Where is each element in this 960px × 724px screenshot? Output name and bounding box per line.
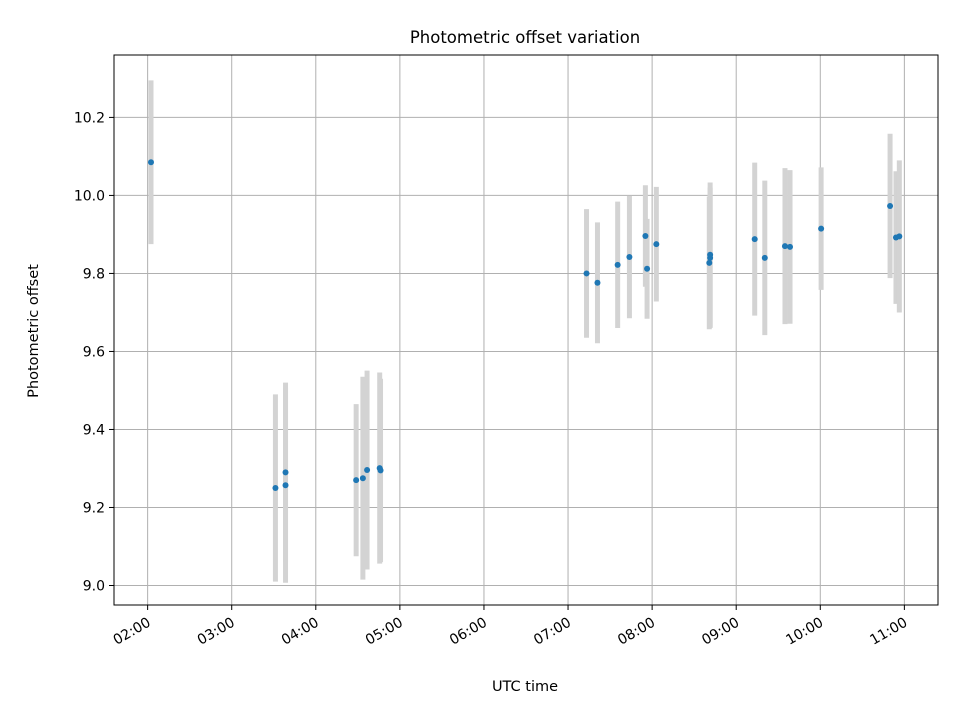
y-tick-label: 9.2 xyxy=(83,500,105,516)
data-point xyxy=(594,279,601,286)
grid xyxy=(114,55,938,605)
x-axis-ticks: 02:00 03:00 04:00 05:00 06:00 07:00 08:00 09:00… xyxy=(111,605,910,649)
x-tick-label: 04:00 xyxy=(279,615,322,649)
x-tick-label: 09:00 xyxy=(699,615,742,649)
data-point xyxy=(359,475,366,482)
x-tick-label: 06:00 xyxy=(447,615,490,649)
y-tick-label: 9.0 xyxy=(83,578,105,594)
data-point xyxy=(364,467,371,474)
y-tick-label: 10.0 xyxy=(74,188,105,204)
data-point xyxy=(147,159,154,166)
data-point xyxy=(614,261,621,268)
data-point xyxy=(642,232,649,239)
data-point xyxy=(272,484,279,491)
data-point xyxy=(761,254,768,261)
y-axis-label: Photometric offset xyxy=(26,264,42,398)
data-point xyxy=(626,254,633,261)
data-point xyxy=(353,477,360,484)
data-point xyxy=(887,202,894,209)
data-point xyxy=(707,251,714,258)
data-point xyxy=(583,270,590,277)
y-tick-label: 9.6 xyxy=(83,344,105,360)
data-point xyxy=(896,233,903,240)
data-point xyxy=(653,241,660,248)
x-tick-label: 11:00 xyxy=(867,615,910,649)
data-point xyxy=(818,225,825,232)
x-axis-label: UTC time xyxy=(492,679,558,695)
data-point xyxy=(644,265,651,272)
data-point xyxy=(787,243,794,250)
data-point xyxy=(781,243,788,250)
data-point xyxy=(377,467,384,474)
chart-title: Photometric offset variation xyxy=(410,28,640,47)
x-tick-label: 07:00 xyxy=(531,615,574,649)
x-tick-label: 03:00 xyxy=(195,615,238,649)
plot-frame xyxy=(113,54,939,606)
y-tick-label: 9.4 xyxy=(83,422,105,438)
data-point xyxy=(706,259,713,266)
data-point xyxy=(751,236,758,243)
data-points xyxy=(147,159,903,491)
y-tick-label: 10.2 xyxy=(74,110,105,126)
data-point xyxy=(282,482,289,489)
x-tick-label: 08:00 xyxy=(615,615,658,649)
x-tick-label: 02:00 xyxy=(111,615,154,649)
y-tick-label: 9.8 xyxy=(83,266,105,282)
x-tick-label: 10:00 xyxy=(783,615,826,649)
data-point xyxy=(282,469,289,476)
y-axis-ticks: 9.0 9.2 9.4 9.6 9.8 10.0 10.2 xyxy=(74,110,114,594)
x-tick-label: 05:00 xyxy=(363,615,406,649)
